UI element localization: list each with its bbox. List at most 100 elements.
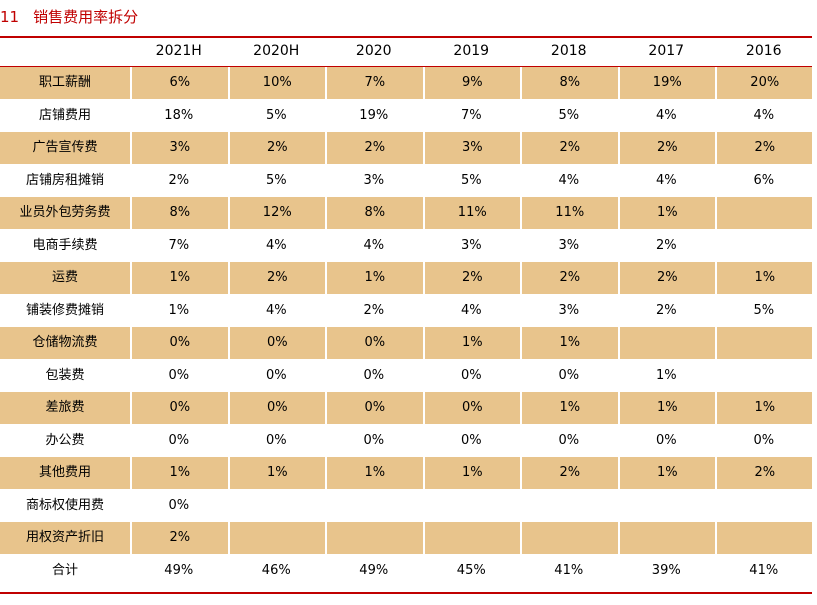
row-label: 办公费 xyxy=(45,432,85,448)
table-cell: 0% xyxy=(558,367,580,383)
table-cell xyxy=(618,490,716,522)
table-cell: 0% xyxy=(753,432,775,448)
table-cell: 7% xyxy=(325,67,423,99)
table-cell: 0% xyxy=(558,432,580,448)
table-cell: 20% xyxy=(715,67,813,99)
table-cell: 0% xyxy=(130,392,228,424)
table-cell: 46% xyxy=(261,562,291,578)
table-cell: 0% xyxy=(227,327,326,359)
table-cell: 2% xyxy=(520,262,618,294)
header-row: 2021H 2020H 2020 2019 2018 2017 2016 xyxy=(0,37,812,66)
table-cell: 11% xyxy=(422,197,521,229)
row-label: 职工薪酬 xyxy=(38,75,91,90)
table-cell xyxy=(715,327,813,359)
table-cell xyxy=(715,197,813,229)
table-cell: 2% xyxy=(520,132,618,164)
table-cell xyxy=(715,230,813,262)
table-cell xyxy=(715,522,813,554)
table-cell: 1% xyxy=(715,392,813,424)
table-cell: 0% xyxy=(265,367,287,383)
table-cell: 5% xyxy=(460,172,482,188)
row-label: 广告宣传费 xyxy=(32,140,98,155)
table-cell: 12% xyxy=(227,197,326,229)
table-cell: 9% xyxy=(422,67,521,99)
table-cell: 41% xyxy=(554,562,584,578)
table-cell: 45% xyxy=(456,562,486,578)
table-cell: 1% xyxy=(325,457,423,489)
table-cell xyxy=(422,522,521,554)
table-row: 商标权使用费 0% xyxy=(0,490,812,522)
table-cell: 1% xyxy=(227,457,326,489)
table-cell: 3% xyxy=(558,302,580,318)
row-label: 业员外包劳务费 xyxy=(19,205,111,220)
table-cell: 2% xyxy=(168,172,190,188)
table-cell: 1% xyxy=(168,302,190,318)
table-cell: 3% xyxy=(558,237,580,253)
column-header: 2017 xyxy=(648,43,685,59)
table-cell: 1% xyxy=(325,262,423,294)
row-label: 店铺房租摊销 xyxy=(25,172,104,188)
column-header: 2019 xyxy=(453,43,490,59)
table-cell: 4% xyxy=(363,237,385,253)
table-row: 职工薪酬 6% 10% 7% 9% 8% 19% 20% xyxy=(0,67,812,99)
row-label: 铺装修费摊销 xyxy=(25,302,104,318)
table-row: 电商手续费 7% 4% 4% 3% 3% 2% xyxy=(0,230,812,262)
table-cell: 4% xyxy=(558,172,580,188)
table-cell: 2% xyxy=(422,262,521,294)
table-cell: 5% xyxy=(753,302,775,318)
table-cell: 1% xyxy=(715,262,813,294)
title-text: 销售费用率拆分 xyxy=(33,8,139,26)
table-cell: 4% xyxy=(460,302,482,318)
table-cell: 2% xyxy=(325,132,423,164)
table-cell: 0% xyxy=(363,432,385,448)
header-rule xyxy=(0,66,812,67)
row-label: 包装费 xyxy=(45,367,85,383)
table-cell xyxy=(520,522,618,554)
table-cell: 3% xyxy=(363,172,385,188)
table-cell: 4% xyxy=(265,302,287,318)
table-cell: 1% xyxy=(422,327,521,359)
title-number: 11 xyxy=(0,8,20,26)
table-cell: 1% xyxy=(422,457,521,489)
table-cell: 2% xyxy=(363,302,385,318)
column-header: 2016 xyxy=(745,43,782,59)
table-cell xyxy=(617,327,716,359)
table-cell: 1% xyxy=(655,367,677,383)
table-row: 包装费 0% 0% 0% 0% 0% 1% xyxy=(0,360,812,392)
table-cell: 0% xyxy=(460,432,482,448)
table-cell: 5% xyxy=(558,107,580,123)
table-cell: 1% xyxy=(520,392,618,424)
table-cell: 41% xyxy=(749,562,779,578)
table-cell: 3% xyxy=(130,132,228,164)
table-cell: 3% xyxy=(422,132,521,164)
table-cell: 8% xyxy=(130,197,228,229)
table-row: 店铺费用 18% 5% 19% 7% 5% 4% 4% xyxy=(0,100,812,132)
table-row: 店铺房租摊销 2% 5% 3% 5% 4% 4% 6% xyxy=(0,165,812,197)
table-cell xyxy=(715,360,813,392)
table-cell: 0% xyxy=(130,327,228,359)
table-cell: 1% xyxy=(617,457,716,489)
table-cell: 2% xyxy=(520,457,618,489)
table-row: 广告宣传费 3% 2% 2% 3% 2% 2% 2% xyxy=(0,132,812,164)
table-cell: 2% xyxy=(715,132,813,164)
row-label: 店铺费用 xyxy=(38,107,91,123)
table-cell: 49% xyxy=(359,562,389,578)
table-cell xyxy=(617,522,716,554)
table-cell: 6% xyxy=(130,67,228,99)
table-cell: 18% xyxy=(164,107,194,123)
table-cell xyxy=(227,522,326,554)
table-cell: 2% xyxy=(617,132,716,164)
table-cell: 0% xyxy=(325,327,423,359)
table-cell xyxy=(520,490,618,522)
table-cell: 2% xyxy=(227,262,326,294)
table-cell: 1% xyxy=(617,392,716,424)
table-cell: 2% xyxy=(655,237,677,253)
table-row: 其他费用 1% 1% 1% 1% 2% 1% 2% xyxy=(0,457,812,489)
table-cell: 10% xyxy=(227,67,326,99)
row-label: 用权资产折旧 xyxy=(25,530,104,545)
table-cell: 2% xyxy=(715,457,813,489)
table-row: 差旅费 0% 0% 0% 0% 1% 1% 1% xyxy=(0,392,812,424)
table-cell: 7% xyxy=(168,237,190,253)
table-cell: 0% xyxy=(265,432,287,448)
